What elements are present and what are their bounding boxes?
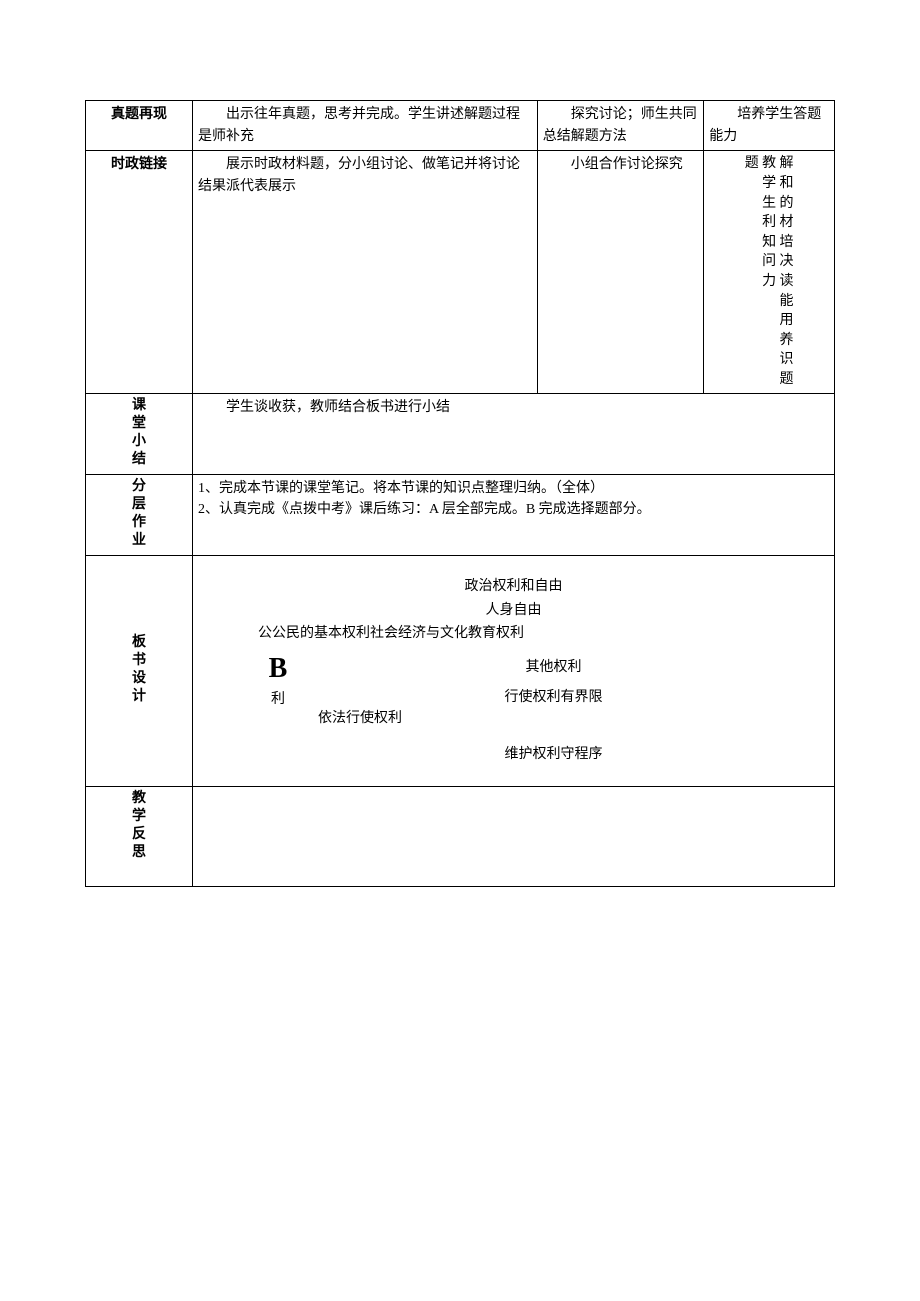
content-shizheng: 展示时政材料题，分小组讨论、做笔记并将讨论结果派代表展示 [193, 151, 538, 393]
label-board: 板书设计 [86, 556, 193, 787]
lesson-plan-table: 真题再现 出示往年真题，思考并完成。学生讲述解题过程是师补充 探究讨论；师生共同… [85, 100, 835, 887]
label-shizheng: 时政链接 [86, 151, 193, 393]
label-reflect: 教学反思 [86, 786, 193, 886]
content-reflect [193, 786, 835, 886]
row-summary: 课堂小结 学生谈收获，教师结合板书进行小结 [86, 393, 835, 474]
row-zhenti: 真题再现 出示往年真题，思考并完成。学生讲述解题过程是师补充 探究讨论；师生共同… [86, 101, 835, 151]
content-homework: 1、完成本节课的课堂笔记。将本节课的知识点整理归纳。（全体） 2、认真完成《点拨… [193, 474, 835, 555]
row-homework: 分层作业 1、完成本节课的课堂笔记。将本节课的知识点整理归纳。（全体） 2、认真… [86, 474, 835, 555]
content-summary: 学生谈收获，教师结合板书进行小结 [193, 393, 835, 474]
row-board: 板书设计 政治权利和自由 人身自由 公公民的基本权利社会经济与文化教育权利 B … [86, 556, 835, 787]
method-shizheng: 小组合作讨论探究 [537, 151, 703, 393]
content-board: 政治权利和自由 人身自由 公公民的基本权利社会经济与文化教育权利 B 利 其他权… [193, 556, 835, 787]
label-zhenti: 真题再现 [86, 101, 193, 151]
goal-zhenti: 培养学生答题能力 [704, 101, 835, 151]
label-summary: 课堂小结 [86, 393, 193, 474]
label-homework: 分层作业 [86, 474, 193, 555]
goal-shizheng: 题 教学生利知问力 解和的材培决读能用养识题 [704, 151, 835, 393]
content-zhenti: 出示往年真题，思考并完成。学生讲述解题过程是师补充 [193, 101, 538, 151]
row-shizheng: 时政链接 展示时政材料题，分小组讨论、做笔记并将讨论结果派代表展示 小组合作讨论… [86, 151, 835, 393]
row-reflect: 教学反思 [86, 786, 835, 886]
method-zhenti: 探究讨论；师生共同总结解题方法 [537, 101, 703, 151]
